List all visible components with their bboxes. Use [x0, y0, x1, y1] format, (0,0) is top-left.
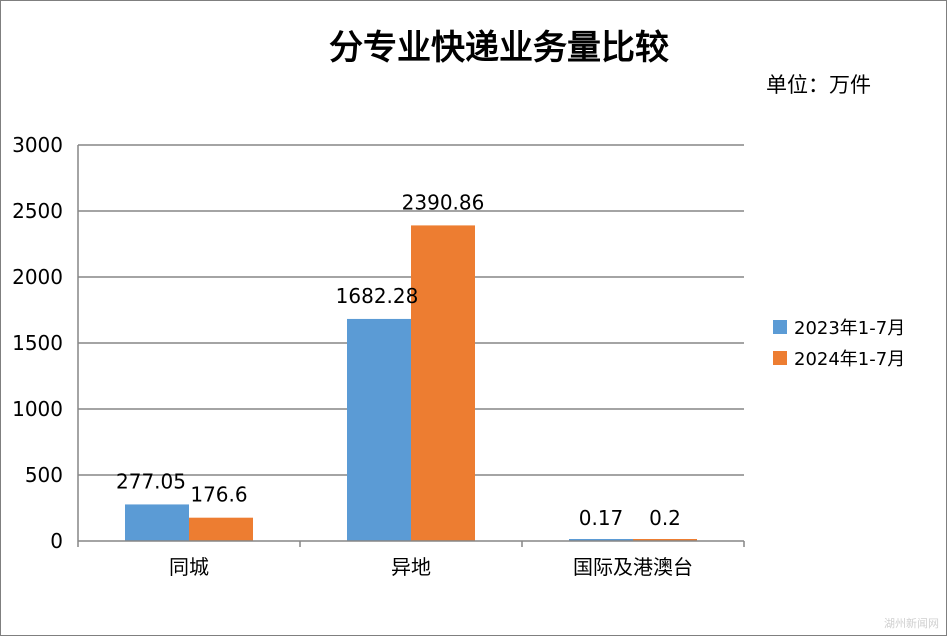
bar-series-2023 — [347, 318, 411, 541]
y-tick-label: 3000 — [12, 133, 63, 157]
bar-series-2024 — [411, 225, 475, 541]
legend-label: 2024年1-7月 — [794, 349, 905, 370]
data-label: 2390.86 — [402, 190, 485, 214]
y-tick-label: 2500 — [12, 199, 63, 223]
y-tick-label: 0 — [50, 529, 63, 553]
legend-swatch — [773, 351, 787, 365]
data-label: 176.6 — [190, 483, 247, 507]
data-label: 0.17 — [579, 506, 624, 530]
bar-series-2023 — [569, 539, 633, 541]
data-label: 277.05 — [116, 469, 186, 493]
category-label: 同城 — [169, 555, 209, 579]
bar-series-2024 — [633, 539, 697, 541]
watermark: 湖州新闻网 — [884, 616, 939, 630]
y-tick-label: 1500 — [12, 331, 63, 355]
y-tick-label: 1000 — [12, 397, 63, 421]
axes: 0 500 1000 1500 2000 2500 3000 同城 异地 国际及港澳台 — [12, 133, 745, 579]
bar-series-2023 — [125, 504, 189, 541]
legend: 2023年1-7月 2024年1-7月 — [773, 318, 905, 370]
y-tick-label: 500 — [25, 463, 63, 487]
legend-label: 2023年1-7月 — [794, 318, 905, 339]
y-tick-label: 2000 — [12, 265, 63, 289]
data-labels: 277.05 1682.28 0.17 176.6 2390.86 0.2 — [116, 190, 681, 530]
category-label: 异地 — [391, 555, 431, 579]
bars — [125, 225, 697, 541]
bar-series-2024 — [189, 517, 253, 541]
legend-swatch — [773, 320, 787, 334]
unit-label: 单位：万件 — [766, 73, 871, 97]
category-label: 国际及港澳台 — [573, 555, 693, 579]
data-label: 0.2 — [649, 506, 681, 530]
chart-title: 分专业快递业务量比较 — [329, 28, 669, 68]
data-label: 1682.28 — [336, 284, 419, 308]
